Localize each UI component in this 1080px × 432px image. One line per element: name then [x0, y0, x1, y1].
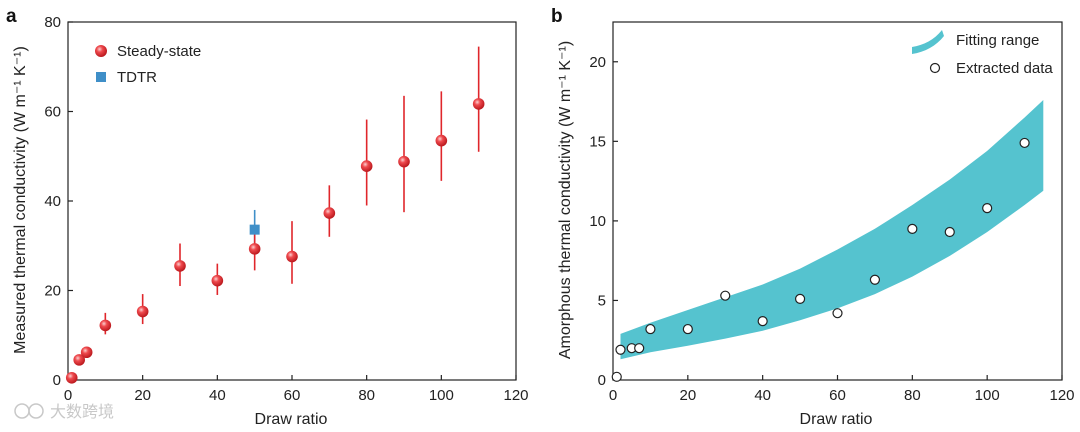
- legend-fitting-range-swatch: [912, 30, 944, 54]
- panel-a-x-axis-title: Draw ratio: [255, 411, 328, 428]
- steady-state-point: [99, 319, 112, 332]
- steady-state-point: [248, 243, 261, 255]
- extracted-data-point: [944, 226, 955, 238]
- steady-state-point: [398, 155, 410, 168]
- panel-a-x-tick-label: 100: [429, 387, 454, 404]
- steady-state-point: [136, 305, 149, 318]
- panel-a-x-tick-label: 40: [209, 387, 226, 404]
- panel-b-x-tick-label: 20: [679, 387, 696, 404]
- panel-a-x-tick-label: 20: [134, 387, 151, 404]
- steady-state-point: [211, 274, 224, 287]
- steady-state-point: [174, 260, 186, 272]
- legend-steady-state-label: Steady-state: [117, 43, 201, 60]
- panel-a-x-tick-label: 0: [64, 387, 72, 404]
- panel-a-y-tick-label: 20: [44, 283, 61, 300]
- panel-b-x-tick-label: 100: [975, 387, 1000, 404]
- panel-b-y-tick-label: 15: [589, 133, 606, 150]
- panel-b-y-axis-title: Amorphous thermal conductivity (W m⁻¹ K⁻…: [557, 41, 574, 359]
- panel-b-x-tick-label: 120: [1049, 387, 1074, 404]
- steady-state-point: [435, 134, 448, 147]
- watermark-logo-icon: [14, 403, 30, 419]
- extracted-data-point: [682, 323, 693, 335]
- panel-b-x-tick-label: 60: [829, 387, 846, 404]
- extracted-data-point: [907, 223, 918, 234]
- panel-a-y-tick-label: 60: [44, 104, 61, 121]
- panel-a-legend: Steady-state TDTR: [95, 43, 201, 86]
- panel-a-y-tick-label: 80: [44, 14, 61, 31]
- steady-state-point: [472, 98, 485, 110]
- tdtr-point: [249, 224, 260, 235]
- panel-a-y-tick-label: 0: [53, 372, 61, 389]
- legend-extracted-data-marker: [929, 62, 941, 74]
- panel-a-label: a: [6, 6, 17, 27]
- extracted-data-point: [645, 323, 656, 335]
- legend-steady-state-marker: [95, 45, 107, 57]
- fitting-range-band: [620, 100, 1044, 360]
- legend-fitting-range-label: Fitting range: [956, 32, 1039, 49]
- panel-b-x-tick-label: 0: [609, 387, 617, 404]
- panel-b-y-tick-label: 20: [589, 54, 606, 71]
- steady-state-point: [286, 250, 298, 263]
- panel-b-y-tick-label: 0: [598, 372, 606, 389]
- legend-tdtr-marker: [96, 72, 106, 82]
- extracted-data-point: [611, 371, 622, 382]
- panel-a-x-tick-label: 120: [503, 387, 528, 404]
- steady-state-point: [323, 207, 336, 219]
- legend-tdtr-label: TDTR: [117, 69, 157, 86]
- steady-state-point: [360, 160, 373, 172]
- panel-b-legend: Fitting range Extracted data: [912, 30, 1053, 77]
- panel-a-x-tick-label: 80: [358, 387, 375, 404]
- steady-state-point: [73, 354, 85, 366]
- steady-state-point: [80, 346, 93, 359]
- extracted-data-point: [615, 344, 626, 355]
- extracted-data-point: [720, 290, 731, 301]
- panel-b-y-tick-label: 10: [589, 213, 606, 230]
- watermark: 大数跨境: [14, 402, 114, 421]
- extracted-data-point: [982, 203, 993, 214]
- panel-b-label: b: [551, 6, 563, 27]
- extracted-data-point: [832, 308, 843, 319]
- panel-b-x-axis-title: Draw ratio: [800, 411, 873, 428]
- panel-a-x-tick-label: 60: [284, 387, 301, 404]
- watermark-text: 大数跨境: [50, 402, 114, 421]
- extracted-data-point: [794, 293, 806, 304]
- panel-a-y-tick-label: 40: [44, 193, 61, 210]
- panel-b: b 0 20 40 60 80 100 120 0 5 10 15 20 Draw ratio Amo…: [551, 6, 1075, 428]
- panel-b-x-tick-label: 80: [904, 387, 921, 404]
- panel-a: a 0 20 40 60 80 100 120 0 20 40 60 80 Draw ratio Me…: [6, 6, 529, 428]
- extracted-data-point: [634, 343, 645, 354]
- legend-extracted-data-label: Extracted data: [956, 60, 1053, 77]
- panel-a-y-axis-title: Measured thermal conductivity (W m⁻¹ K⁻¹…: [12, 46, 29, 354]
- extracted-data-point: [869, 274, 881, 285]
- panel-b-x-tick-label: 40: [754, 387, 771, 404]
- steady-state-point: [65, 371, 78, 384]
- panel-b-y-tick-label: 5: [598, 292, 606, 309]
- extracted-data-point: [757, 316, 768, 327]
- extracted-data-point: [1019, 137, 1030, 149]
